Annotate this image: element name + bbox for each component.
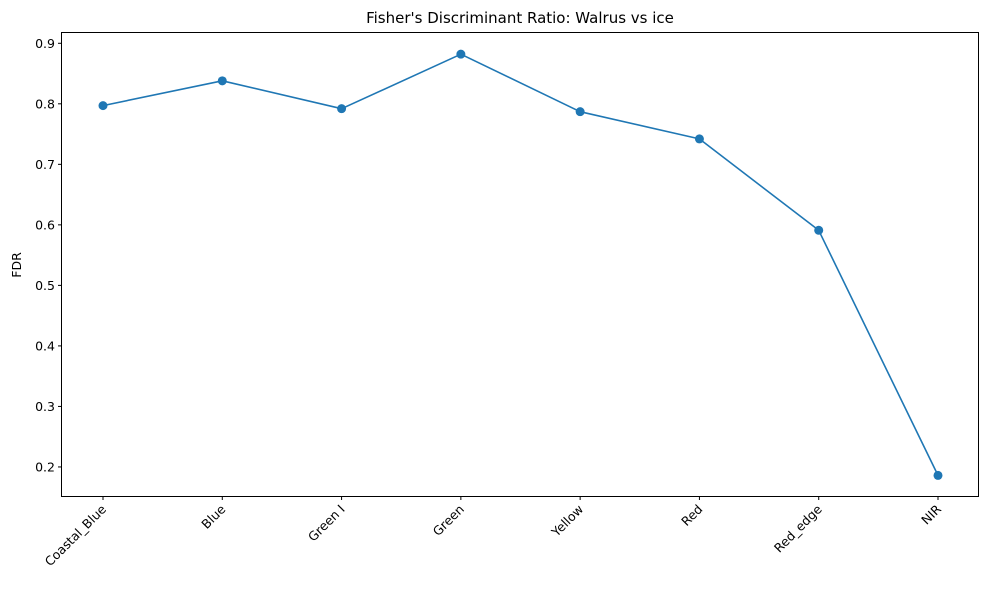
data-point [337, 104, 347, 114]
plot-area-frame [61, 32, 979, 497]
x-tick-label: Yellow [548, 502, 587, 541]
x-tick-label: Red [678, 502, 705, 529]
data-point [98, 101, 108, 111]
y-tick-label: 0.6 [35, 217, 55, 232]
data-point [217, 76, 227, 86]
data-point [814, 225, 824, 235]
x-axis: Coastal_Blue Blue Green I Green Yellow Red Red… [42, 496, 944, 569]
y-tick-label: 0.7 [35, 157, 55, 172]
y-tick-label: 0.8 [35, 96, 55, 111]
x-tick-label: Green [430, 502, 467, 539]
series-layer [98, 49, 943, 480]
data-point [694, 134, 704, 144]
data-point [933, 470, 943, 480]
y-tick-label: 0.2 [35, 459, 55, 474]
x-tick-label: NIR [918, 501, 944, 527]
y-tick-label: 0.4 [35, 338, 55, 353]
y-axis: 0.2 0.3 0.4 0.5 0.6 0.7 0.8 0.9 [35, 36, 62, 474]
x-tick-label: Blue [198, 501, 228, 531]
series-line [102, 53, 939, 476]
data-point [575, 107, 585, 117]
y-tick-label: 0.5 [35, 278, 55, 293]
data-point [456, 49, 466, 59]
x-tick-label: Green I [305, 502, 348, 545]
y-axis-label: FDR [9, 252, 24, 278]
y-tick-label: 0.3 [35, 399, 55, 414]
x-tick-label: Coastal_Blue [42, 501, 110, 569]
y-tick-label: 0.9 [35, 36, 55, 51]
chart-title: Fisher's Discriminant Ratio: Walrus vs i… [366, 9, 674, 27]
x-tick-label: Red_edge [771, 501, 825, 555]
